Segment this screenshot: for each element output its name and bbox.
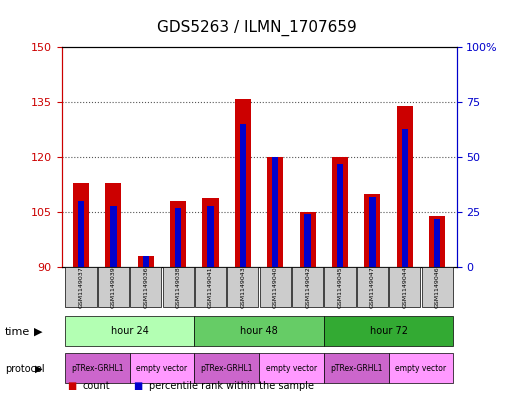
FancyBboxPatch shape	[65, 353, 130, 384]
FancyBboxPatch shape	[259, 353, 324, 384]
Bar	[175, 208, 182, 267]
Bar	[203, 198, 219, 267]
Text: ▶: ▶	[35, 364, 42, 374]
Text: count: count	[82, 381, 110, 391]
Bar	[105, 183, 122, 267]
Bar	[73, 183, 89, 267]
Text: empty vector: empty vector	[396, 364, 446, 373]
FancyBboxPatch shape	[324, 316, 453, 346]
Text: GSM1149043: GSM1149043	[241, 266, 245, 308]
Text: GSM1149042: GSM1149042	[305, 266, 310, 308]
Text: ■: ■	[133, 381, 143, 391]
Text: time: time	[5, 327, 30, 337]
FancyBboxPatch shape	[65, 316, 194, 346]
Text: GSM1149040: GSM1149040	[273, 266, 278, 308]
FancyBboxPatch shape	[422, 267, 452, 307]
Bar	[429, 216, 445, 267]
Text: ▶: ▶	[34, 327, 43, 337]
Bar	[272, 157, 279, 267]
Text: ■: ■	[67, 381, 76, 391]
Text: GSM1149039: GSM1149039	[111, 266, 116, 308]
Text: GSM1149038: GSM1149038	[175, 266, 181, 308]
Text: GSM1149041: GSM1149041	[208, 266, 213, 308]
FancyBboxPatch shape	[163, 267, 194, 307]
FancyBboxPatch shape	[130, 353, 194, 384]
Text: GDS5263 / ILMN_1707659: GDS5263 / ILMN_1707659	[156, 20, 357, 36]
FancyBboxPatch shape	[194, 316, 324, 346]
Bar	[397, 106, 413, 267]
Text: empty vector: empty vector	[136, 364, 187, 373]
FancyBboxPatch shape	[66, 267, 96, 307]
Bar	[364, 194, 381, 267]
Text: GSM1149047: GSM1149047	[370, 266, 375, 308]
FancyBboxPatch shape	[389, 267, 420, 307]
Text: GSM1149037: GSM1149037	[78, 266, 84, 308]
Bar	[110, 206, 116, 267]
Bar	[332, 157, 348, 267]
Text: hour 72: hour 72	[369, 326, 407, 336]
FancyBboxPatch shape	[98, 267, 129, 307]
Text: protocol: protocol	[5, 364, 45, 374]
Bar	[337, 164, 343, 267]
Bar	[240, 124, 246, 267]
Text: GSM1149045: GSM1149045	[338, 266, 343, 308]
Text: GSM1149046: GSM1149046	[435, 266, 440, 308]
Text: percentile rank within the sample: percentile rank within the sample	[149, 381, 314, 391]
Text: hour 48: hour 48	[240, 326, 278, 336]
Bar	[304, 215, 311, 267]
Bar	[207, 206, 214, 267]
Bar	[143, 256, 149, 267]
FancyBboxPatch shape	[130, 267, 161, 307]
Bar	[137, 256, 154, 267]
FancyBboxPatch shape	[388, 353, 453, 384]
Text: GSM1149036: GSM1149036	[143, 266, 148, 308]
Text: hour 24: hour 24	[111, 326, 148, 336]
FancyBboxPatch shape	[324, 353, 388, 384]
Bar	[369, 197, 376, 267]
Text: GSM1149044: GSM1149044	[402, 266, 407, 308]
Bar	[235, 99, 251, 267]
Text: empty vector: empty vector	[266, 364, 317, 373]
Text: pTRex-GRHL1: pTRex-GRHL1	[71, 364, 124, 373]
FancyBboxPatch shape	[227, 267, 259, 307]
Bar	[267, 157, 283, 267]
FancyBboxPatch shape	[260, 267, 291, 307]
FancyBboxPatch shape	[195, 267, 226, 307]
Text: pTRex-GRHL1: pTRex-GRHL1	[201, 364, 253, 373]
FancyBboxPatch shape	[292, 267, 323, 307]
FancyBboxPatch shape	[357, 267, 388, 307]
FancyBboxPatch shape	[194, 353, 259, 384]
Bar	[300, 212, 315, 267]
Bar	[78, 201, 84, 267]
Bar	[434, 219, 440, 267]
Text: pTRex-GRHL1: pTRex-GRHL1	[330, 364, 383, 373]
Bar	[170, 201, 186, 267]
FancyBboxPatch shape	[324, 267, 356, 307]
Bar	[402, 129, 408, 267]
